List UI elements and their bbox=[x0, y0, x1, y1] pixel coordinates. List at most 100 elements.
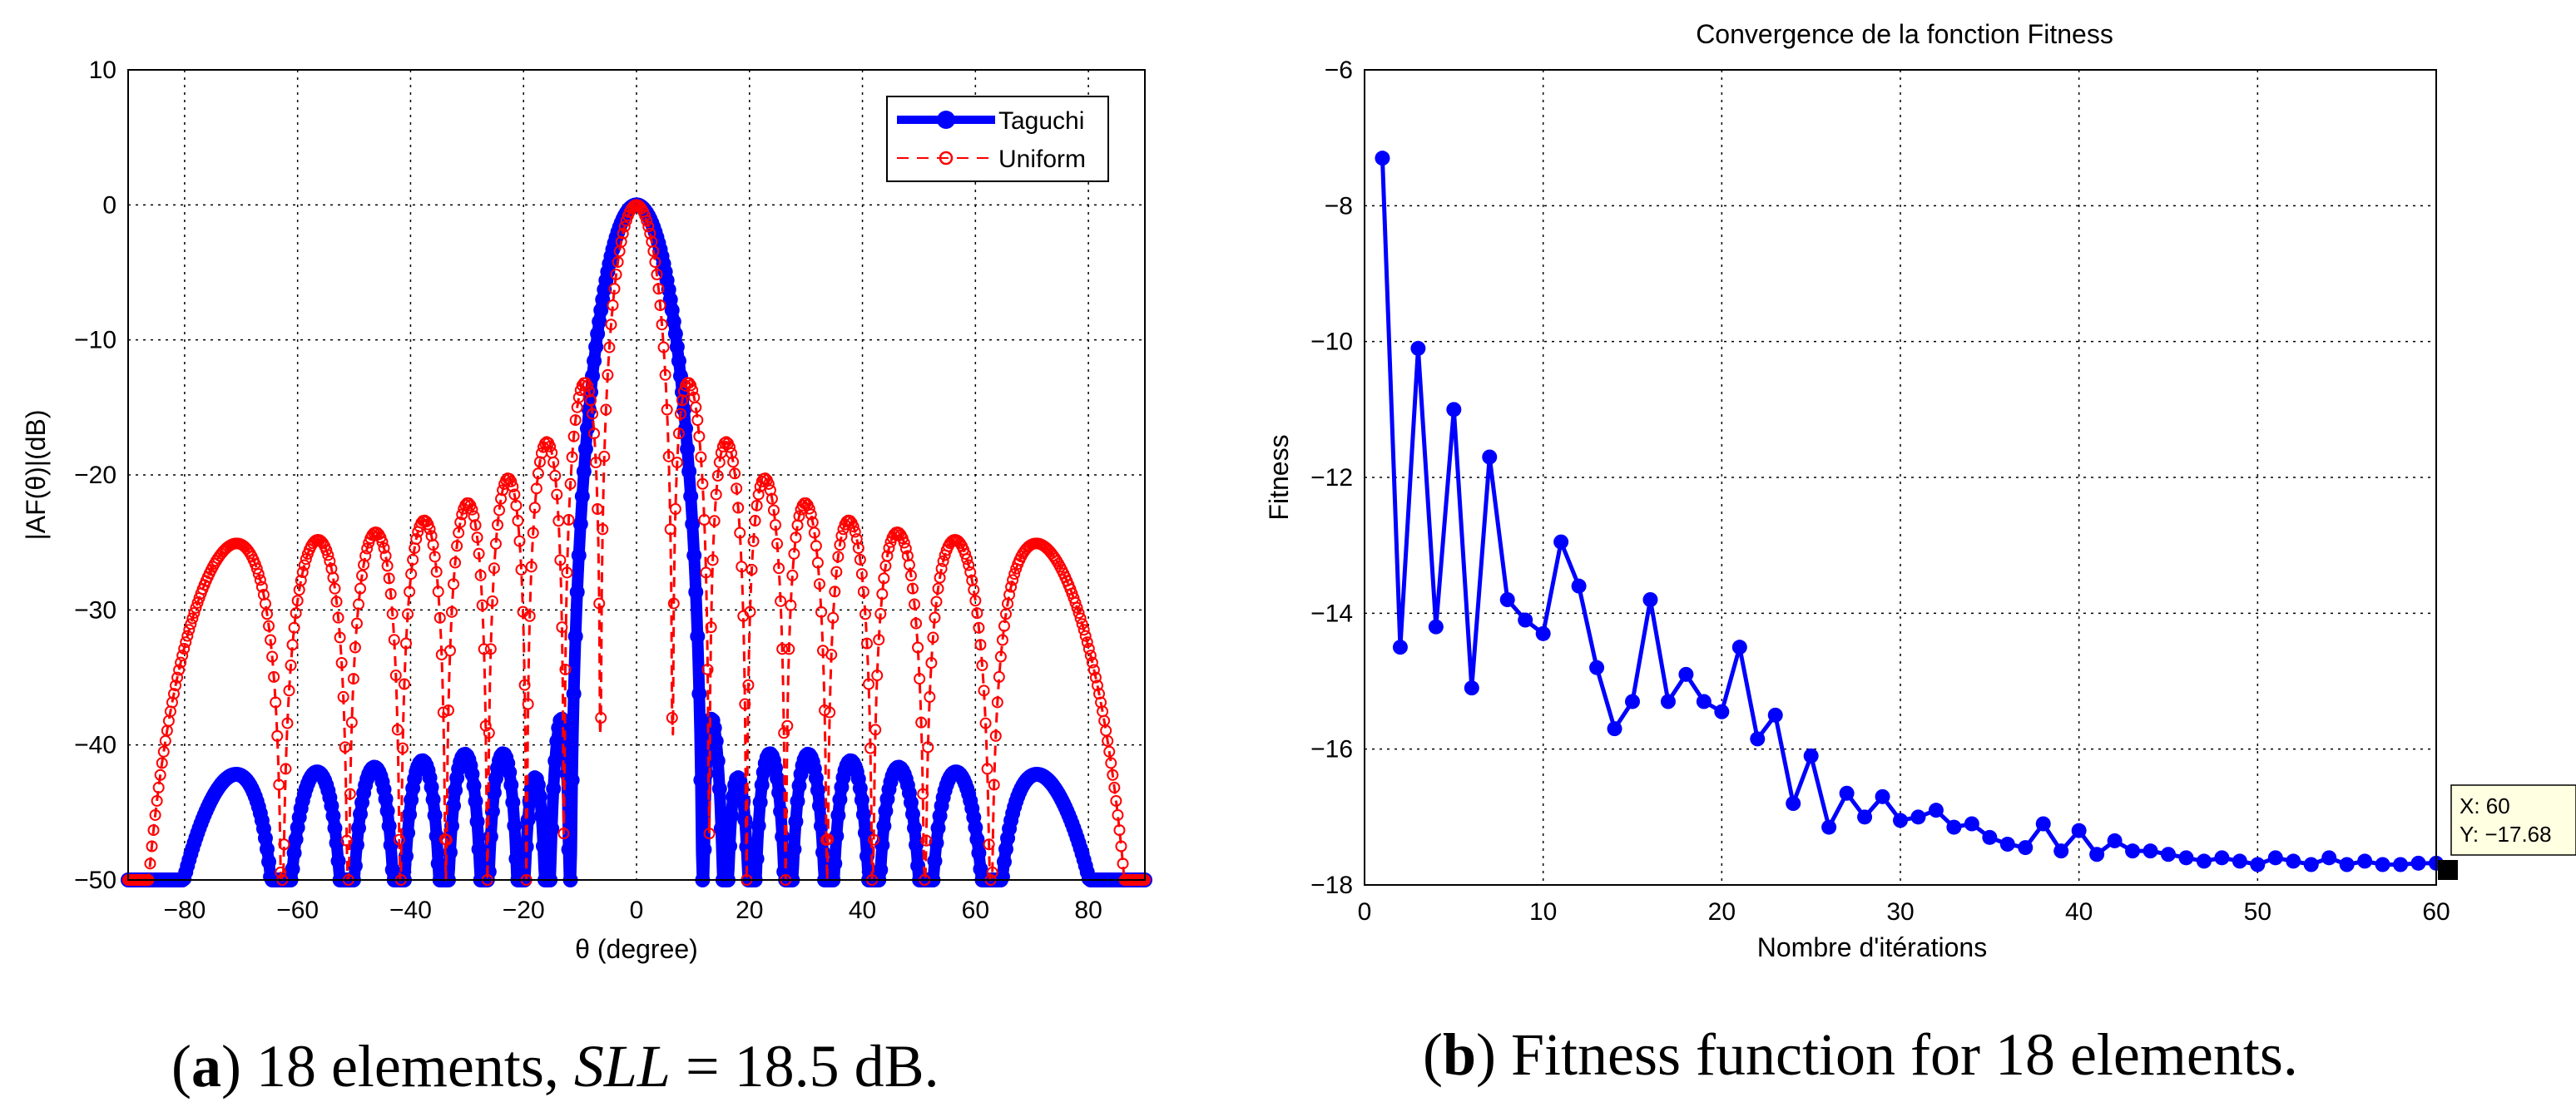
taguchi-marker bbox=[669, 339, 685, 355]
chart-b-ytick-label: −8 bbox=[1325, 192, 1353, 220]
chart-a-frame bbox=[127, 69, 1146, 881]
taguchi-marker bbox=[786, 842, 802, 857]
taguchi-marker bbox=[788, 813, 804, 829]
taguchi-marker bbox=[424, 779, 439, 795]
uniform-marker bbox=[639, 210, 651, 222]
fitness-point bbox=[1392, 640, 1408, 655]
uniform-marker bbox=[612, 256, 624, 269]
uniform-marker bbox=[615, 235, 627, 248]
taguchi-marker bbox=[791, 778, 807, 793]
uniform-marker bbox=[742, 679, 755, 691]
uniform-marker bbox=[376, 536, 389, 548]
fitness-point bbox=[1410, 340, 1426, 356]
chart-b-ytick-label: −18 bbox=[1310, 872, 1353, 899]
uniform-marker bbox=[296, 566, 309, 579]
taguchi-marker bbox=[909, 837, 924, 853]
taguchi-marker bbox=[325, 808, 341, 824]
fitness-point bbox=[2286, 853, 2301, 869]
uniform-marker bbox=[608, 283, 621, 295]
uniform-marker bbox=[590, 457, 602, 469]
taguchi-marker bbox=[448, 783, 463, 798]
taguchi-marker bbox=[810, 783, 825, 798]
uniform-marker bbox=[666, 712, 678, 724]
fitness-point bbox=[2321, 850, 2337, 866]
uniform-marker bbox=[261, 608, 274, 620]
uniform-marker bbox=[597, 523, 609, 536]
uniform-marker bbox=[773, 562, 785, 575]
uniform-marker bbox=[581, 379, 593, 392]
uniform-marker bbox=[478, 643, 490, 655]
fitness-point bbox=[1910, 809, 1926, 825]
taguchi-marker bbox=[904, 806, 920, 822]
uniform-marker bbox=[443, 645, 456, 657]
uniform-marker bbox=[170, 680, 182, 692]
datatip-y: Y: −17.68 bbox=[2460, 822, 2552, 847]
uniform-marker bbox=[847, 521, 859, 533]
taguchi-marker bbox=[696, 842, 712, 857]
uniform-marker bbox=[863, 678, 875, 690]
uniform-marker bbox=[1007, 574, 1019, 586]
uniform-marker bbox=[288, 621, 300, 634]
taguchi-marker bbox=[505, 794, 521, 810]
fitness-point bbox=[1964, 816, 1979, 832]
uniform-marker bbox=[551, 488, 563, 501]
taguchi-marker bbox=[483, 828, 498, 844]
uniform-marker bbox=[569, 414, 582, 427]
uniform-marker bbox=[291, 595, 304, 607]
datatip[interactable]: X: 60 Y: −17.68 bbox=[2438, 784, 2576, 880]
uniform-marker bbox=[860, 637, 873, 650]
chart-a-ytick-label: 10 bbox=[89, 57, 116, 84]
uniform-marker bbox=[671, 457, 683, 469]
uniform-marker bbox=[920, 834, 933, 847]
uniform-marker bbox=[808, 526, 820, 539]
uniform-marker bbox=[971, 607, 983, 620]
fitness-point bbox=[1589, 660, 1605, 675]
fitness-point bbox=[1946, 819, 1962, 835]
taguchi-marker bbox=[929, 835, 944, 851]
uniform-marker bbox=[786, 569, 799, 581]
uniform-marker bbox=[587, 408, 599, 420]
taguchi-marker bbox=[588, 339, 604, 355]
taguchi-marker bbox=[971, 845, 987, 861]
uniform-marker bbox=[495, 492, 508, 505]
uniform-marker bbox=[448, 578, 460, 591]
uniform-marker bbox=[391, 724, 404, 736]
taguchi-marker bbox=[671, 353, 686, 368]
chart-b-frame bbox=[1364, 69, 2437, 886]
uniform-marker bbox=[265, 634, 277, 646]
taguchi-marker bbox=[752, 794, 768, 810]
uniform-marker bbox=[491, 519, 503, 531]
uniform-marker bbox=[701, 663, 714, 675]
uniform-marker bbox=[929, 611, 941, 624]
taguchi-marker bbox=[903, 794, 919, 810]
uniform-marker bbox=[793, 510, 805, 522]
uniform-marker bbox=[857, 586, 869, 598]
uniform-marker bbox=[878, 572, 890, 585]
chart-b-ytick-label: −16 bbox=[1310, 736, 1353, 764]
caption-a-text: ) 18 elements, bbox=[221, 1033, 574, 1100]
taguchi-marker bbox=[464, 766, 480, 782]
taguchi-marker bbox=[930, 820, 946, 836]
uniform-marker bbox=[762, 477, 775, 490]
caption-a-math: SLL bbox=[574, 1033, 671, 1100]
uniform-marker bbox=[525, 561, 537, 573]
uniform-marker bbox=[330, 596, 343, 608]
uniform-marker bbox=[1115, 840, 1127, 853]
uniform-marker bbox=[667, 597, 680, 610]
fitness-point bbox=[2053, 843, 2069, 859]
uniform-marker bbox=[345, 716, 358, 729]
uniform-marker bbox=[530, 482, 542, 495]
taguchi-marker bbox=[260, 841, 275, 857]
uniform-marker bbox=[652, 283, 665, 295]
taguchi-marker bbox=[927, 853, 943, 869]
uniform-marker bbox=[154, 769, 166, 781]
uniform-marker bbox=[518, 679, 531, 691]
uniform-marker bbox=[508, 488, 521, 501]
uniform-marker bbox=[1105, 757, 1117, 769]
uniform-marker bbox=[647, 245, 660, 258]
uniform-marker bbox=[868, 833, 880, 846]
taguchi-marker bbox=[378, 791, 394, 807]
chart-b-xtick-label: 30 bbox=[1886, 898, 1914, 926]
uniform-marker bbox=[556, 621, 568, 634]
uniform-marker bbox=[585, 394, 597, 407]
